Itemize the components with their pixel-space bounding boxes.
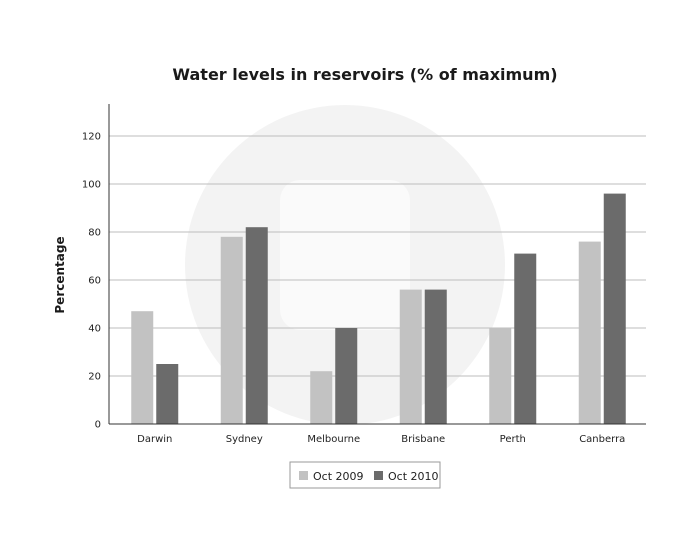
legend-box	[289, 461, 441, 489]
bar-perth-oct-2009	[489, 328, 512, 424]
y-axis-ticks: 0 20 40 60 80 100 120	[82, 132, 101, 431]
bar-perth-oct-2010	[514, 253, 537, 424]
y-axis-title: Percentage	[53, 236, 67, 313]
x-tick-label: Sydney	[226, 434, 263, 445]
bar-sydney-oct-2009	[220, 236, 243, 424]
y-tick-label: 20	[88, 372, 101, 383]
bar-brisbane-oct-2009	[399, 289, 422, 424]
legend: Oct 2009 Oct 2010	[289, 461, 441, 489]
legend-label-oct-2010: Oct 2010	[388, 470, 439, 483]
bar-melbourne-oct-2010	[335, 328, 358, 424]
x-tick-label: Canberra	[579, 434, 625, 445]
bar-darwin-oct-2009	[131, 311, 154, 424]
chart-title: Water levels in reservoirs (% of maximum…	[172, 65, 557, 84]
bar-melbourne-oct-2009	[310, 371, 333, 424]
y-tick-label: 40	[88, 324, 101, 335]
legend-swatch-oct-2010	[374, 471, 383, 480]
bars	[131, 193, 626, 424]
bar-sydney-oct-2010	[245, 227, 268, 424]
bar-brisbane-oct-2010	[424, 289, 447, 424]
x-tick-label: Perth	[500, 434, 526, 445]
gridlines	[109, 135, 646, 377]
y-tick-label: 120	[82, 132, 101, 143]
x-tick-label: Brisbane	[401, 434, 445, 445]
y-tick-label: 100	[82, 180, 101, 191]
y-tick-label: 60	[88, 276, 101, 287]
x-tick-label: Melbourne	[307, 434, 360, 445]
bar-canberra-oct-2010	[603, 193, 626, 424]
x-tick-label: Darwin	[137, 434, 172, 445]
legend-swatch-oct-2009	[299, 471, 308, 480]
x-axis-ticks: Darwin Sydney Melbourne Brisbane Perth Canber…	[137, 434, 625, 445]
y-tick-label: 0	[95, 420, 101, 431]
bar-canberra-oct-2009	[578, 241, 601, 424]
y-tick-label: 80	[88, 228, 101, 239]
bar-darwin-oct-2010	[156, 364, 179, 424]
legend-label-oct-2009: Oct 2009	[313, 470, 364, 483]
